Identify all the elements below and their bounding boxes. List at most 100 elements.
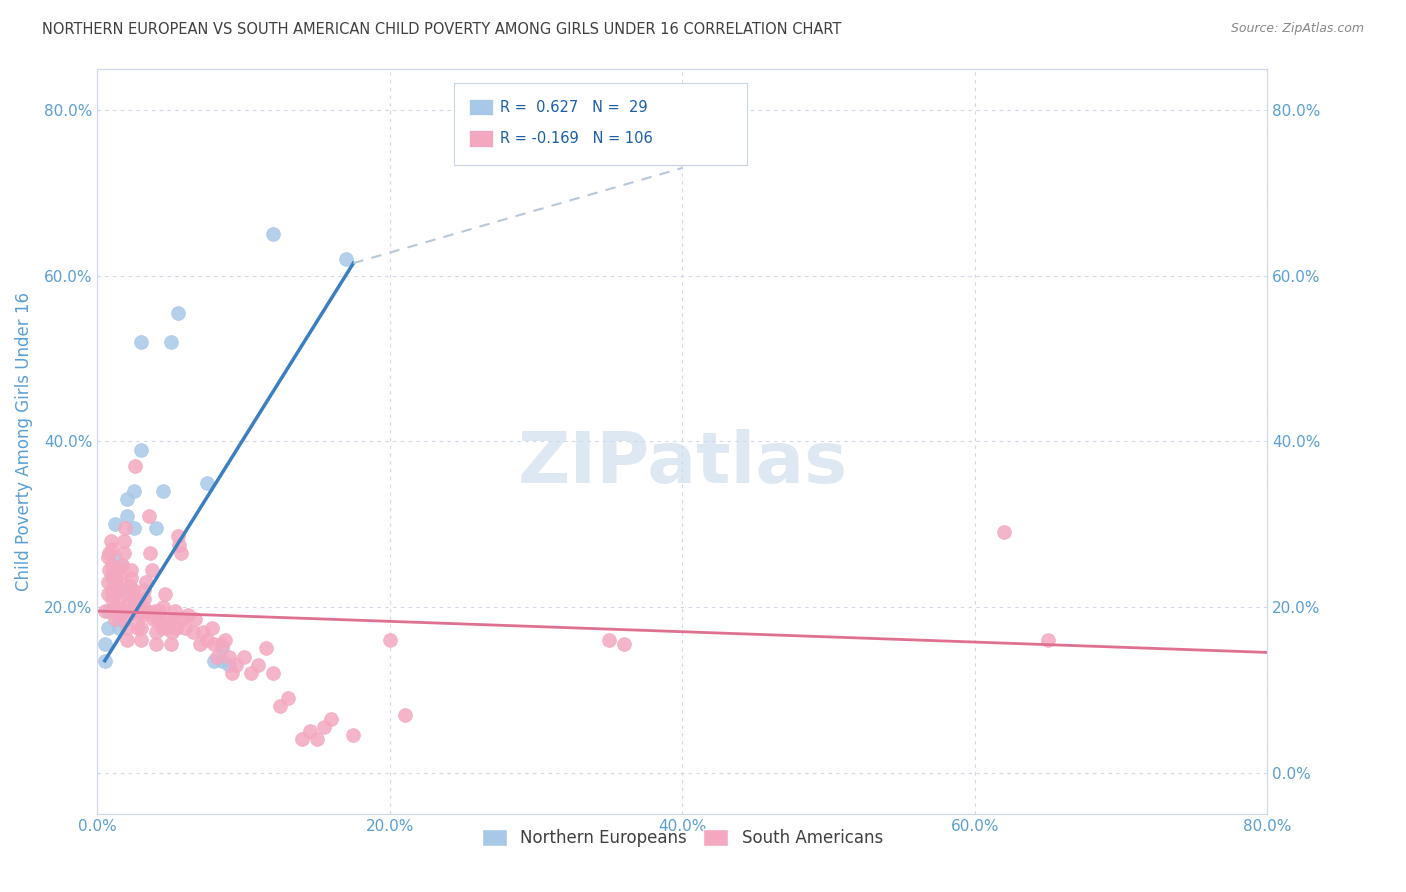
Point bbox=[143, 604, 166, 618]
Legend: Northern Europeans, South Americans: Northern Europeans, South Americans bbox=[475, 822, 890, 854]
Point bbox=[211, 637, 233, 651]
Point bbox=[107, 563, 129, 577]
Point bbox=[204, 637, 226, 651]
Point bbox=[94, 637, 117, 651]
Point bbox=[105, 571, 128, 585]
Point bbox=[200, 621, 222, 635]
Point bbox=[128, 596, 150, 610]
Point bbox=[122, 483, 145, 498]
Point bbox=[94, 654, 117, 668]
Point bbox=[181, 624, 204, 639]
Text: Source: ZipAtlas.com: Source: ZipAtlas.com bbox=[1230, 22, 1364, 36]
Point bbox=[145, 521, 167, 535]
Point bbox=[101, 566, 124, 581]
Point bbox=[117, 596, 139, 610]
Point bbox=[108, 583, 131, 598]
Point bbox=[167, 529, 190, 543]
Point bbox=[110, 571, 132, 585]
Point bbox=[993, 525, 1015, 540]
Point bbox=[104, 550, 127, 565]
Point bbox=[156, 612, 179, 626]
Point bbox=[221, 666, 243, 681]
Point bbox=[124, 459, 146, 474]
Point bbox=[152, 483, 174, 498]
Point bbox=[112, 533, 135, 548]
Point bbox=[108, 608, 131, 623]
Point bbox=[247, 657, 270, 672]
Point bbox=[120, 571, 142, 585]
Point bbox=[111, 583, 134, 598]
Point bbox=[117, 604, 139, 618]
Point bbox=[1036, 632, 1059, 647]
Point bbox=[169, 538, 191, 552]
Point bbox=[104, 587, 127, 601]
Point bbox=[118, 579, 141, 593]
Point bbox=[101, 558, 124, 573]
Point bbox=[613, 637, 636, 651]
Point bbox=[122, 604, 145, 618]
Point bbox=[145, 637, 167, 651]
Point bbox=[218, 649, 240, 664]
Point bbox=[204, 654, 226, 668]
Bar bbox=[470, 99, 494, 115]
Point bbox=[104, 612, 127, 626]
Point bbox=[342, 728, 364, 742]
Point bbox=[321, 712, 343, 726]
Point bbox=[132, 599, 155, 614]
Point bbox=[115, 612, 138, 626]
Point bbox=[218, 657, 240, 672]
Point bbox=[162, 612, 184, 626]
Point bbox=[115, 632, 138, 647]
Point bbox=[184, 612, 207, 626]
Point bbox=[122, 591, 145, 606]
Bar bbox=[470, 130, 494, 147]
Point bbox=[114, 521, 136, 535]
Point bbox=[100, 533, 122, 548]
Point bbox=[134, 583, 156, 598]
Point bbox=[132, 608, 155, 623]
FancyBboxPatch shape bbox=[454, 84, 747, 165]
Point bbox=[101, 571, 124, 585]
Point bbox=[188, 637, 211, 651]
Point bbox=[115, 508, 138, 523]
Point bbox=[335, 252, 357, 266]
Point bbox=[163, 604, 186, 618]
Point bbox=[195, 632, 218, 647]
Point bbox=[101, 591, 124, 606]
Point bbox=[98, 563, 121, 577]
Point bbox=[139, 546, 162, 560]
Point bbox=[254, 641, 277, 656]
Point bbox=[160, 624, 183, 639]
Point bbox=[269, 699, 291, 714]
Point bbox=[101, 583, 124, 598]
Point bbox=[240, 666, 263, 681]
Point bbox=[155, 621, 177, 635]
Point bbox=[598, 632, 620, 647]
Point bbox=[291, 732, 314, 747]
Point bbox=[111, 558, 134, 573]
Point bbox=[145, 624, 167, 639]
Point bbox=[177, 608, 200, 623]
Point bbox=[118, 587, 141, 601]
Point bbox=[131, 621, 153, 635]
Point bbox=[146, 612, 169, 626]
Text: NORTHERN EUROPEAN VS SOUTH AMERICAN CHILD POVERTY AMONG GIRLS UNDER 16 CORRELATI: NORTHERN EUROPEAN VS SOUTH AMERICAN CHIL… bbox=[42, 22, 842, 37]
Text: ZIPatlas: ZIPatlas bbox=[517, 429, 848, 498]
Point bbox=[172, 612, 194, 626]
Point bbox=[127, 621, 149, 635]
Point bbox=[174, 621, 197, 635]
Point bbox=[165, 621, 187, 635]
Point bbox=[159, 637, 181, 651]
Point bbox=[131, 442, 153, 457]
Point bbox=[394, 707, 416, 722]
Point bbox=[378, 632, 401, 647]
Point bbox=[111, 558, 134, 573]
Point bbox=[314, 720, 336, 734]
Point bbox=[277, 690, 299, 705]
Point bbox=[125, 604, 148, 618]
Y-axis label: Child Poverty Among Girls Under 16: Child Poverty Among Girls Under 16 bbox=[15, 292, 32, 591]
Point bbox=[101, 583, 124, 598]
Point bbox=[94, 604, 117, 618]
Point bbox=[305, 732, 328, 747]
Point bbox=[97, 550, 120, 565]
